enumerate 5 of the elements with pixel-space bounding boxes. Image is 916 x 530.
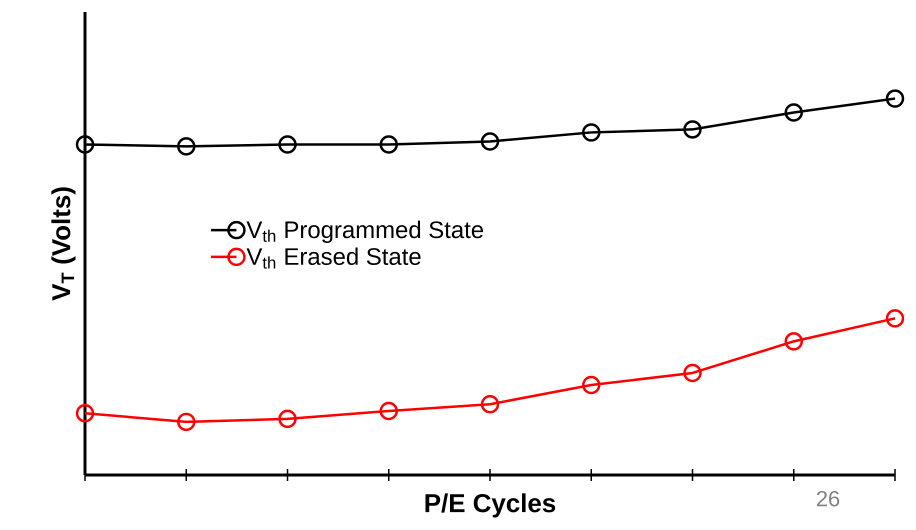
text: 26 bbox=[816, 490, 840, 506]
x-axis-title: P/E Cycles bbox=[426, 493, 556, 518]
legend-label: V$_{th}$ Erased State bbox=[246, 247, 421, 269]
y-axis-title: V$_{T}$ (Volts) bbox=[51, 187, 76, 301]
legend-label: V$_{th}$ Programmed State bbox=[246, 220, 484, 243]
